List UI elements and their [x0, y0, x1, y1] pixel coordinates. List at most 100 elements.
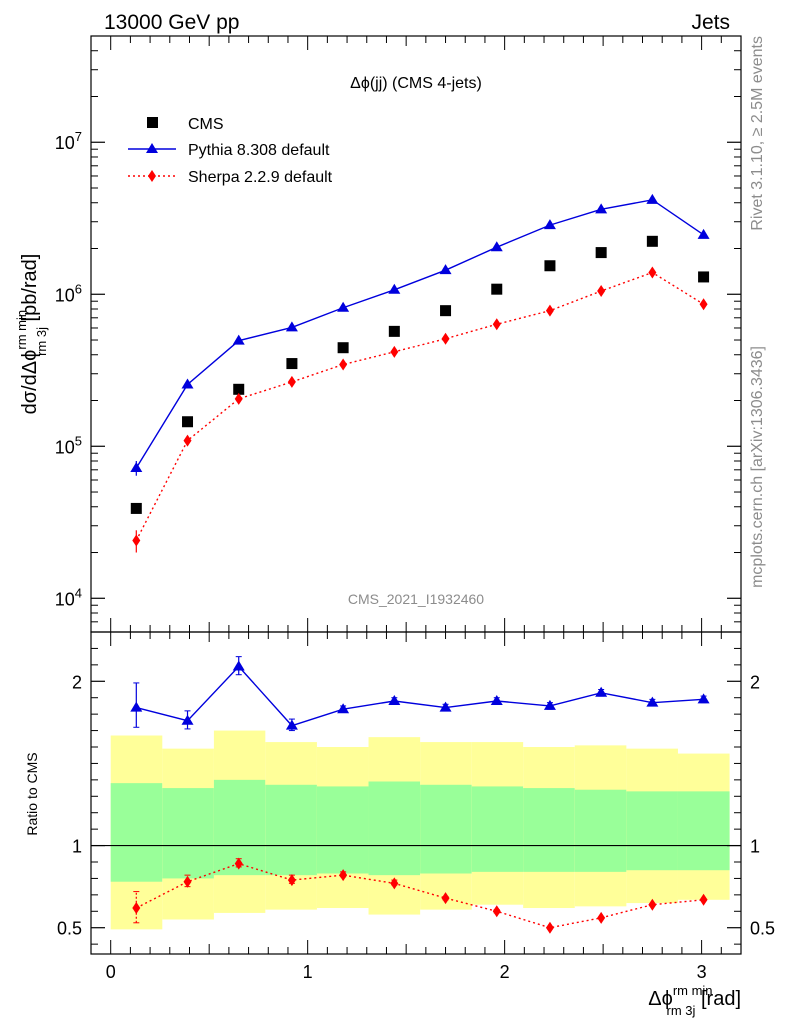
data-point-sherpa — [132, 534, 141, 547]
data-point-cms — [491, 283, 503, 295]
legend-cms-marker — [147, 117, 158, 128]
data-point-pythia — [337, 301, 350, 312]
header-left: 13000 GeV pp — [104, 11, 239, 34]
ratio-axes: 0.5 0.5 1 1 2 2 0 1 2 3 — [57, 632, 775, 982]
legend-sherpa-marker — [148, 170, 156, 182]
data-point-sherpa — [699, 298, 708, 311]
ratio-point-sherpa — [132, 902, 141, 914]
data-point-sherpa — [234, 392, 243, 405]
main-title: Δϕ(jj) (CMS 4-jets) — [350, 75, 482, 92]
main-ytick-label: 104 — [55, 585, 82, 609]
data-point-cms — [544, 260, 556, 272]
ratio-bands — [91, 730, 741, 930]
legend-pythia-marker — [146, 143, 158, 153]
ratio-point-pythia — [543, 699, 556, 710]
data-point-cms — [388, 325, 400, 337]
data-point-cms — [698, 271, 710, 283]
watermark: CMS_2021_I1932460 — [348, 591, 484, 607]
data-point-cms — [286, 358, 298, 370]
ratio-xlabel: Δϕrm min rm 3j [rad] — [648, 983, 741, 1018]
data-point-cms — [233, 383, 245, 395]
data-point-pythia — [646, 193, 659, 204]
ratio-xtick-label: 0 — [106, 962, 116, 982]
ratio-point-pythia — [490, 695, 503, 705]
ratio-point-pythia — [697, 693, 710, 704]
data-point-sherpa — [492, 318, 501, 331]
ratio-point-pythia — [130, 701, 143, 712]
ratio-ytick-label: 1 — [72, 837, 82, 857]
band-inner — [110, 783, 163, 882]
ratio-xtick-label: 2 — [500, 962, 510, 982]
data-point-pythia — [181, 378, 194, 389]
data-point-cms — [337, 342, 349, 354]
legend-sherpa-label: Sherpa 2.2.9 default — [188, 169, 333, 186]
ratio-panel: 0.5 0.5 1 1 2 2 0 1 2 3 Ratio to CMS Δϕrm min rm 3… — [24, 631, 775, 1018]
rivet-label: Rivet 3.1.10, ≥ 2.5M events — [749, 36, 766, 231]
band-inner — [574, 789, 627, 872]
main-ytick-label: 106 — [55, 281, 82, 305]
legend-pythia-label: Pythia 8.308 default — [188, 142, 330, 159]
ratio-point-sherpa — [183, 875, 192, 888]
band-inner — [626, 791, 678, 871]
ratio-point-pythia — [285, 719, 298, 730]
mcplots-label: mcplots.cern.ch [arXiv:1306.3436] — [749, 346, 766, 588]
ratio-point-pythia — [337, 703, 350, 714]
data-point-sherpa — [390, 345, 399, 358]
ratio-point-sherpa — [441, 892, 450, 905]
data-point-pythia — [595, 203, 608, 214]
ratio-xtick-label: 1 — [303, 962, 313, 982]
ratio-ytick-label-right: 2 — [750, 672, 760, 692]
data-point-pythia — [285, 321, 298, 332]
ratio-point-sherpa — [287, 874, 296, 887]
ratio-point-sherpa — [648, 898, 657, 911]
ratio-point-pythia — [388, 695, 401, 705]
main-ylabel-text: dσ/dΔϕrm min rm 3j [pb/rad] — [14, 254, 49, 415]
data-point-cms — [182, 416, 194, 428]
ratio-point-sherpa — [234, 857, 243, 870]
ratio-xtick-label: 3 — [697, 962, 707, 982]
series-line-1 — [135, 199, 704, 469]
data-point-pythia — [130, 461, 143, 472]
ratio-ytick-label: 2 — [72, 672, 82, 692]
ratio-ytick-label-right: 1 — [750, 837, 760, 857]
data-point-cms — [130, 502, 142, 514]
ratio-point-sherpa — [492, 905, 501, 918]
ratio-ylabel: Ratio to CMS — [24, 752, 40, 835]
data-point-sherpa — [441, 332, 450, 345]
legend-cms-label: CMS — [188, 116, 224, 133]
band-inner — [368, 781, 421, 876]
data-point-pythia — [388, 283, 401, 294]
main-data-layer — [130, 193, 710, 553]
ratio-point-pythia — [439, 701, 452, 712]
data-point-pythia — [439, 264, 452, 275]
data-point-pythia — [490, 241, 503, 252]
ratio-point-pythia — [181, 714, 194, 725]
ratio-point-pythia — [646, 696, 659, 707]
legend: CMS Pythia 8.308 default Sherpa 2.2.9 de… — [128, 116, 333, 186]
data-point-sherpa — [339, 358, 348, 371]
main-axes: 104 105 106 107 — [55, 35, 741, 633]
header-right: Jets — [691, 11, 730, 34]
ratio-point-sherpa — [597, 911, 606, 924]
data-point-pythia — [232, 334, 245, 345]
ratio-point-sherpa — [339, 869, 348, 882]
ratio-point-sherpa — [390, 877, 399, 890]
data-point-sherpa — [648, 266, 657, 279]
ratio-point-sherpa — [545, 921, 554, 934]
band-inner — [677, 791, 730, 871]
band-inner — [265, 784, 317, 876]
data-point-pythia — [697, 228, 710, 239]
ratio-frame — [90, 631, 742, 955]
ratio-ytick-label-right: 0.5 — [750, 919, 775, 939]
ratio-point-sherpa — [699, 893, 708, 906]
ratio-line-0 — [136, 665, 704, 727]
data-point-cms — [440, 305, 452, 317]
band-inner — [162, 788, 214, 879]
band-inner — [523, 788, 575, 872]
ratio-point-pythia — [232, 660, 245, 671]
data-point-sherpa — [183, 434, 192, 447]
band-inner — [316, 786, 369, 874]
data-point-sherpa — [287, 375, 296, 388]
data-point-sherpa — [545, 304, 554, 317]
